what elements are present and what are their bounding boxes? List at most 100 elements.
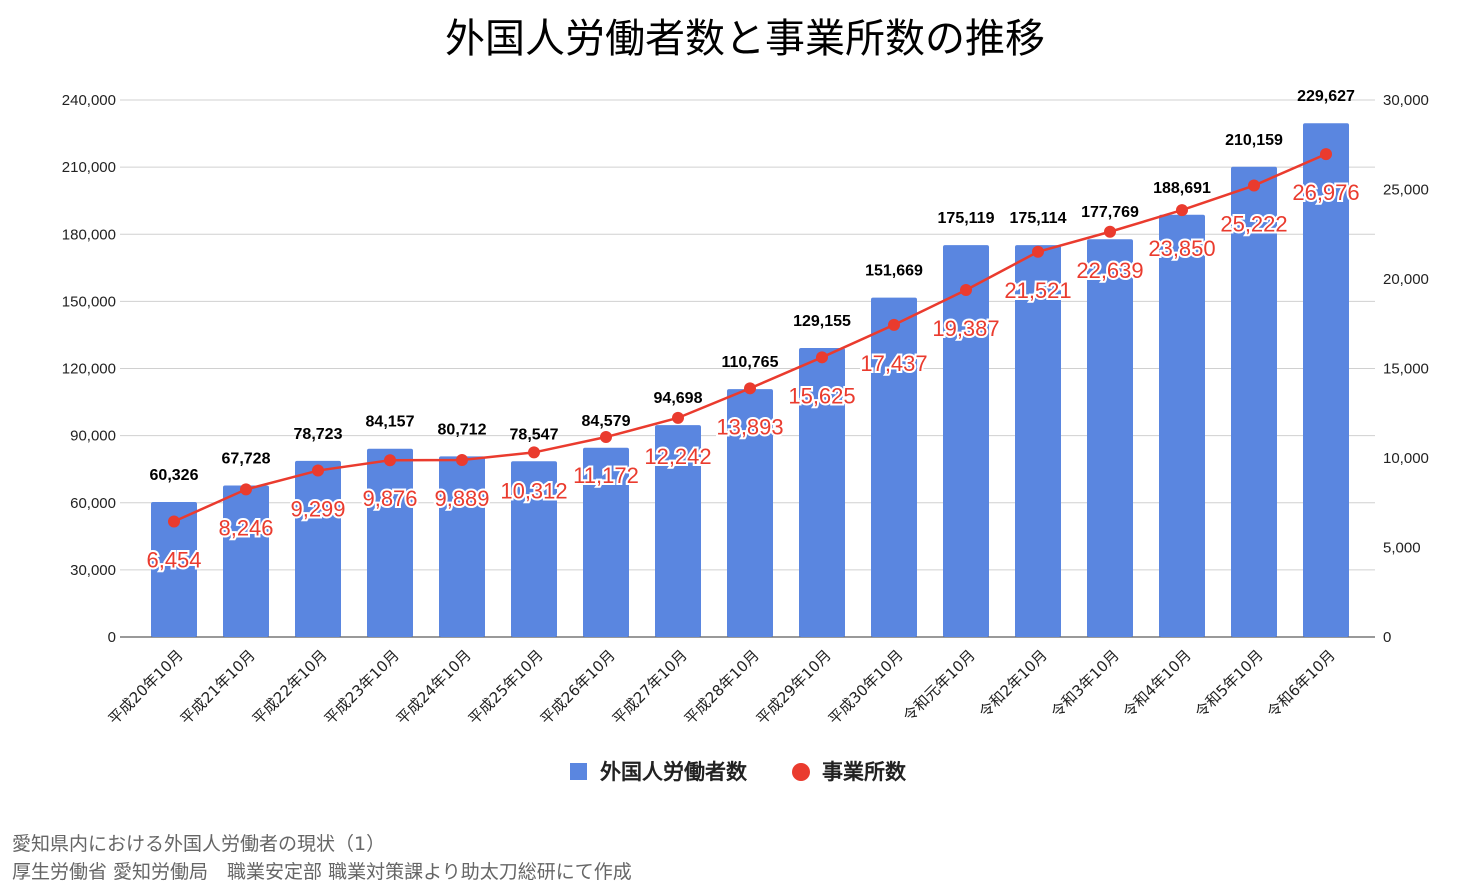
y-right-tick-label: 0 bbox=[1383, 629, 1391, 646]
y-left-tick-label: 90,000 bbox=[70, 428, 116, 445]
y-right-tick-label: 5,000 bbox=[1383, 540, 1421, 557]
bar-value-label: 80,712 bbox=[438, 421, 487, 438]
line-value-label: 6,454 bbox=[146, 547, 201, 572]
line-value-label: 13,893 bbox=[716, 414, 783, 439]
bar-value-label: 94,698 bbox=[654, 390, 703, 407]
bar bbox=[943, 245, 989, 637]
x-tick-label: 令和3年10月 bbox=[1047, 646, 1122, 721]
line-point bbox=[384, 454, 396, 467]
x-tick-label: 令和4年10月 bbox=[1119, 646, 1194, 721]
line-point bbox=[600, 431, 612, 444]
bar-value-label: 210,159 bbox=[1225, 132, 1283, 149]
x-tick-label: 平成24年10月 bbox=[393, 646, 475, 728]
bar-value-label: 84,579 bbox=[582, 413, 631, 430]
y-right-tick-label: 10,000 bbox=[1383, 450, 1429, 467]
line-point bbox=[744, 382, 756, 395]
line-point bbox=[1032, 245, 1044, 258]
line-point bbox=[456, 453, 468, 466]
y-right-tick-label: 15,000 bbox=[1383, 361, 1429, 378]
y-left-tick-label: 120,000 bbox=[62, 361, 116, 378]
x-tick-label: 平成29年10月 bbox=[753, 646, 835, 728]
chart: 外国人労働者数と事業所数の推移 60,326 67,728 78,723 84,157… bbox=[62, 16, 1429, 784]
y-left-tick-label: 210,000 bbox=[62, 159, 116, 176]
bar bbox=[799, 348, 845, 637]
line-value-label: 21,521 bbox=[1004, 278, 1071, 303]
bar-value-label: 78,547 bbox=[510, 426, 559, 443]
line-value-label: 25,222 bbox=[1220, 212, 1287, 237]
bar-value-label: 151,669 bbox=[865, 263, 923, 280]
line-value-label: 15,625 bbox=[788, 383, 855, 408]
bar-value-label: 67,728 bbox=[222, 450, 271, 467]
bar bbox=[295, 460, 341, 637]
bar-value-label: 175,114 bbox=[1010, 210, 1067, 227]
line-value-label: 8,246 bbox=[218, 515, 273, 540]
line-point bbox=[528, 446, 540, 459]
x-tick-label: 令和6年10月 bbox=[1263, 646, 1338, 721]
bar-value-label: 188,691 bbox=[1153, 180, 1211, 197]
x-tick-label: 平成25年10月 bbox=[465, 646, 547, 728]
x-tick-label: 平成27年10月 bbox=[609, 646, 691, 728]
bar-value-label: 129,155 bbox=[793, 313, 851, 330]
chart-title: 外国人労働者数と事業所数の推移 bbox=[445, 16, 1045, 62]
y-right-tick-label: 25,000 bbox=[1383, 182, 1429, 199]
bar bbox=[1015, 245, 1061, 637]
x-tick-label: 平成21年10月 bbox=[177, 646, 259, 728]
bar bbox=[871, 297, 917, 637]
line-point bbox=[816, 351, 828, 364]
bar bbox=[1231, 166, 1277, 638]
y-left-tick-label: 240,000 bbox=[62, 92, 116, 109]
x-tick-label: 令和元年10月 bbox=[900, 646, 979, 725]
bar-value-label: 229,627 bbox=[1297, 88, 1355, 105]
bar-value-label: 110,765 bbox=[722, 354, 779, 371]
bar-value-label: 78,723 bbox=[294, 426, 343, 443]
x-tick-label: 平成20年10月 bbox=[105, 646, 187, 728]
x-tick-label: 令和5年10月 bbox=[1191, 646, 1266, 721]
line-value-label: 26,976 bbox=[1292, 180, 1359, 205]
y-left-tick-label: 150,000 bbox=[62, 293, 116, 310]
bar bbox=[223, 485, 269, 637]
legend-label-bar: 外国人労働者数 bbox=[600, 760, 748, 784]
bar bbox=[727, 389, 773, 637]
bar-value-label: 84,157 bbox=[366, 414, 415, 431]
y-left-tick-label: 0 bbox=[108, 629, 116, 646]
y-left-tick-label: 180,000 bbox=[62, 226, 116, 243]
bar bbox=[367, 448, 413, 637]
bar bbox=[439, 456, 485, 637]
line-point bbox=[672, 411, 684, 424]
line-point bbox=[1320, 148, 1332, 161]
line-value-label: 12,242 bbox=[644, 444, 711, 469]
source-line-2: 厚生労働省 愛知労働局 職業安定部 職業対策課より助太刀総研にて作成 bbox=[12, 861, 632, 883]
x-tick-label: 令和2年10月 bbox=[975, 646, 1050, 721]
legend-label-line: 事業所数 bbox=[822, 760, 907, 784]
line-value-label: 17,437 bbox=[860, 351, 927, 376]
bar-value-label: 175,119 bbox=[938, 210, 995, 227]
bar bbox=[1087, 239, 1133, 637]
line-value-label: 10,312 bbox=[500, 478, 567, 503]
line-point bbox=[312, 464, 324, 477]
line-value-label: 9,299 bbox=[290, 497, 345, 522]
source-line-1: 愛知県内における外国人労働者の現状（1） bbox=[12, 833, 386, 855]
bar-value-label: 177,769 bbox=[1081, 204, 1139, 221]
line-value-label: 9,889 bbox=[434, 486, 489, 511]
line-value-label: 23,850 bbox=[1148, 236, 1215, 261]
legend: 外国人労働者数 事業所数 bbox=[570, 760, 907, 784]
source-note: 愛知県内における外国人労働者の現状（1） 厚生労働省 愛知労働局 職業安定部 職… bbox=[12, 830, 632, 886]
line-point bbox=[240, 483, 252, 496]
y-left-tick-label: 30,000 bbox=[70, 562, 116, 579]
y-right-tick-label: 30,000 bbox=[1383, 92, 1429, 109]
line-value-label: 9,876 bbox=[362, 486, 417, 511]
bar bbox=[1303, 123, 1349, 637]
x-tick-label: 平成23年10月 bbox=[321, 646, 403, 728]
line-value-label: 19,387 bbox=[932, 316, 999, 341]
line-point bbox=[1104, 225, 1116, 238]
bar bbox=[583, 447, 629, 637]
y-right-tick-label: 20,000 bbox=[1383, 271, 1429, 288]
legend-swatch-bar bbox=[570, 763, 587, 780]
bar bbox=[511, 461, 557, 637]
line-point bbox=[960, 283, 972, 296]
y-left-tick-label: 60,000 bbox=[70, 495, 116, 512]
line-point bbox=[888, 318, 900, 331]
x-tick-label: 平成28年10月 bbox=[681, 646, 763, 728]
x-tick-label: 平成30年10月 bbox=[825, 646, 907, 728]
line-point bbox=[168, 515, 180, 528]
